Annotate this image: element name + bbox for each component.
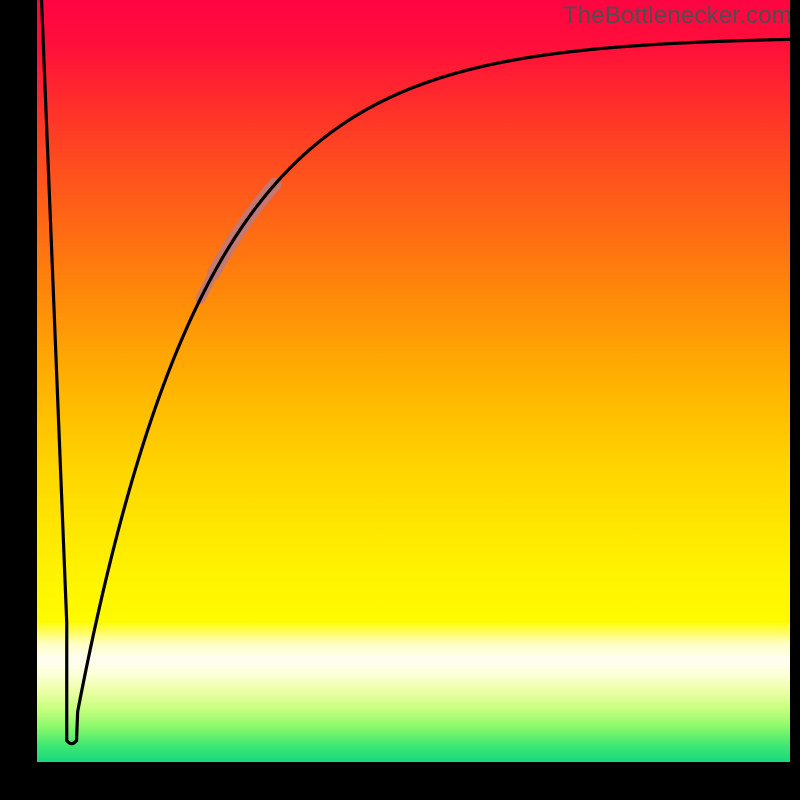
chart-border-right [790, 0, 800, 800]
watermark-text: TheBottlenecker.com [563, 2, 792, 30]
chart-border-left [0, 0, 37, 800]
bottleneck-chart [0, 0, 800, 800]
gradient-background [37, 0, 790, 762]
chart-border-bottom [0, 762, 800, 800]
chart-container: TheBottlenecker.com [0, 0, 800, 800]
